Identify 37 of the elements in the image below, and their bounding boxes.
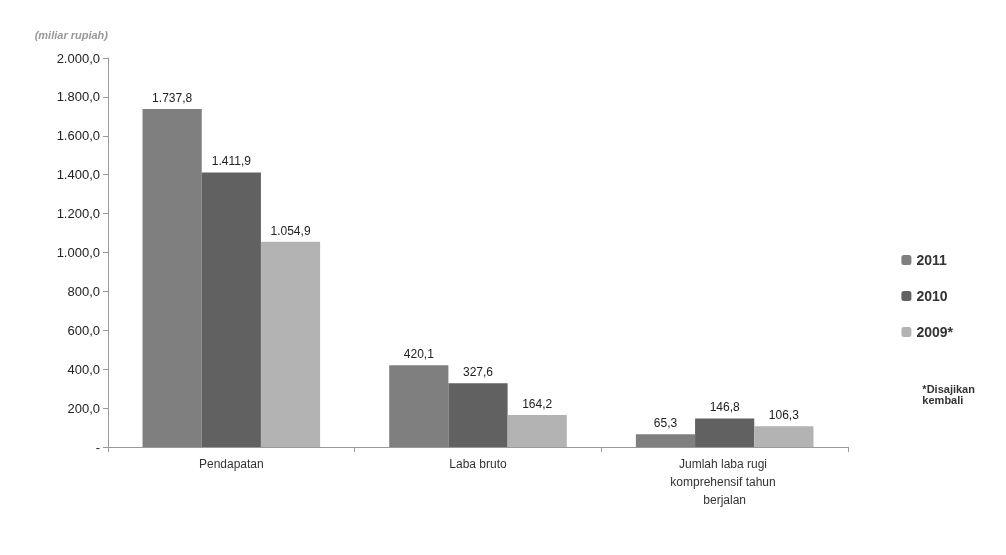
y-tick-label: 1.800,0 <box>56 89 100 105</box>
data-label: 1.737,8 <box>152 91 193 105</box>
y-tick-label: 2.000,0 <box>56 50 100 66</box>
data-label: 420,1 <box>403 347 435 362</box>
text: *Disajikan kembali <box>922 382 978 406</box>
y-tick-label: 1.200,0 <box>56 206 100 222</box>
data-label: 1.054,9 <box>270 223 311 238</box>
data-label: 164,2 <box>522 397 553 412</box>
data-label: 146,8 <box>709 400 741 415</box>
data-label: 1.411,9 <box>211 154 252 169</box>
bar <box>754 426 814 447</box>
bar <box>389 365 449 447</box>
data-label: 327,6 <box>462 365 494 380</box>
data-label: 65,3 <box>653 416 678 431</box>
y-tick-label: 1.400,0 <box>56 167 100 183</box>
bar <box>635 434 696 447</box>
bar <box>448 383 508 447</box>
bar <box>507 415 567 447</box>
y-tick-label: 800,0 <box>67 283 100 299</box>
legend-label: 2009* <box>916 324 954 340</box>
y-tick-label: - <box>95 439 100 455</box>
y-tick-label: 400,0 <box>67 361 100 377</box>
data-label: 106,3 <box>768 408 800 423</box>
bar <box>142 109 202 447</box>
legend-label: 2010 <box>916 288 948 304</box>
bar <box>201 172 261 447</box>
x-tick-label: Laba bruto <box>449 457 508 471</box>
y-tick-label: 600,0 <box>67 322 100 338</box>
x-tick-label: Pendapatan <box>198 457 264 471</box>
legend-label: 2011 <box>916 252 947 268</box>
y-tick-label: 1.600,0 <box>56 128 100 144</box>
bar <box>260 241 321 447</box>
y-axis-title: (miliar rupiah) <box>34 28 109 41</box>
y-tick-label: 200,0 <box>67 400 100 416</box>
y-tick-label: 1.000,0 <box>56 245 100 260</box>
x-tick-label: Jumlah laba rugi komprehensif tahun berjalan <box>670 457 780 507</box>
bar <box>695 418 755 447</box>
